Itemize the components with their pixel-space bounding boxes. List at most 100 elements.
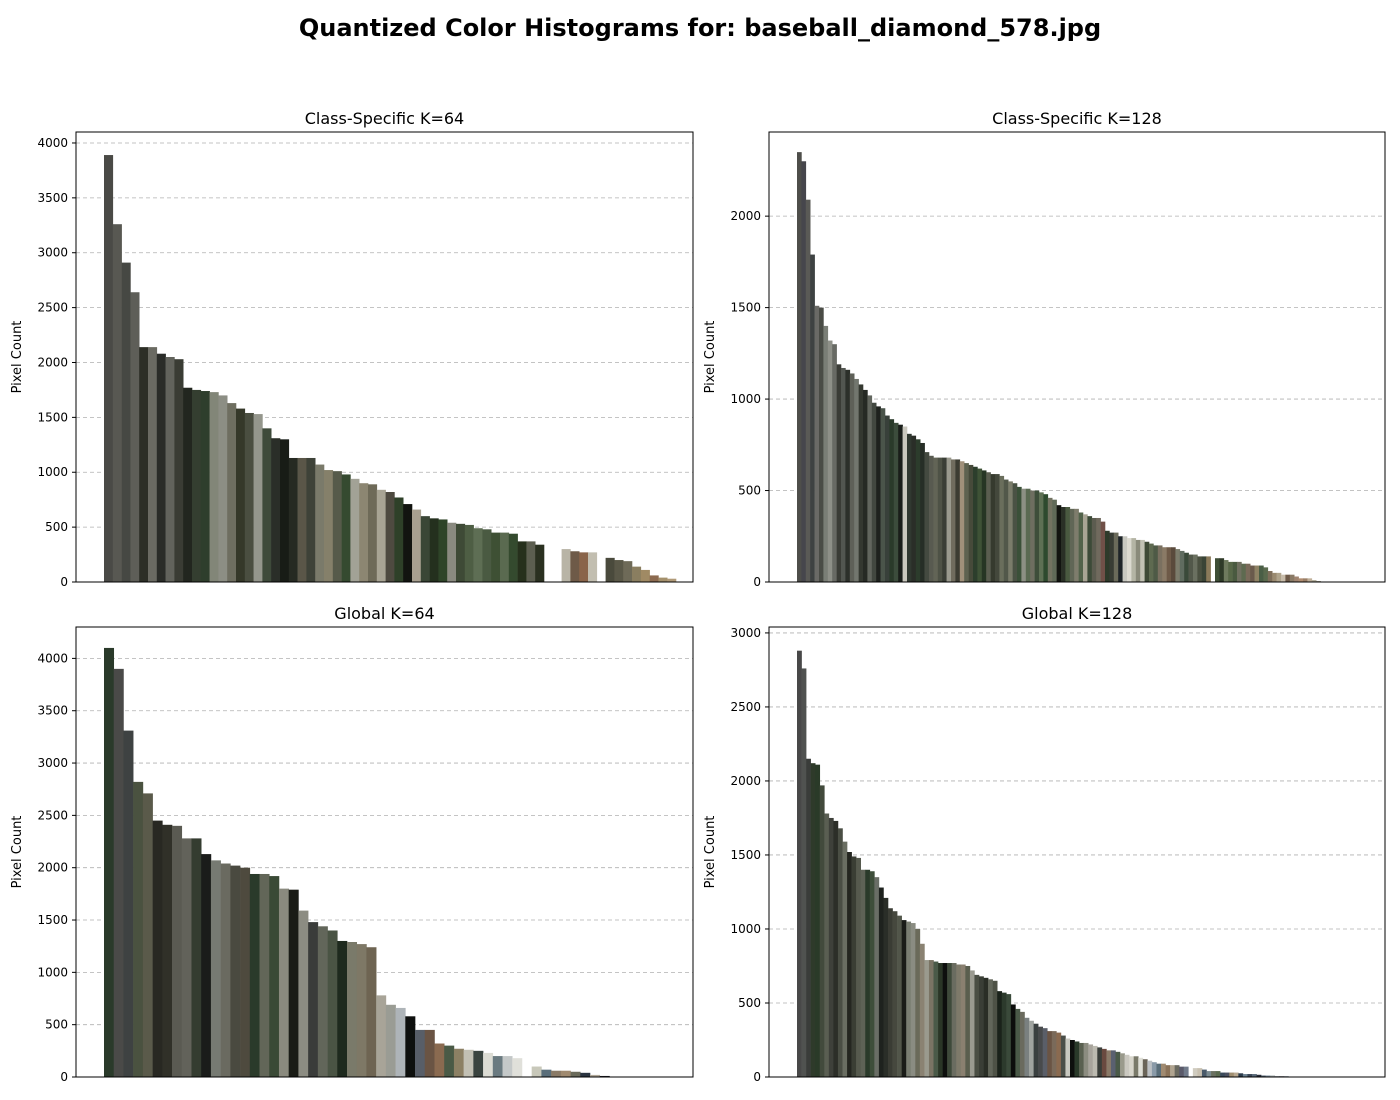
bar — [969, 970, 975, 1077]
bar — [1122, 536, 1128, 582]
bar — [1211, 1071, 1216, 1077]
bar — [832, 344, 837, 582]
y-tick-label: 3500 — [37, 191, 68, 205]
bar — [806, 758, 811, 1077]
bar — [658, 577, 668, 582]
bar — [463, 1049, 474, 1077]
bar — [359, 483, 369, 582]
y-tick-label: 2000 — [37, 861, 68, 875]
bar — [888, 908, 893, 1077]
bar — [298, 910, 309, 1077]
bar — [938, 963, 943, 1077]
bar — [1070, 1039, 1075, 1077]
bar — [332, 471, 342, 582]
bar — [1232, 561, 1238, 582]
bar — [986, 472, 991, 582]
bar — [152, 820, 163, 1077]
bar — [444, 1045, 455, 1077]
bar — [1017, 486, 1022, 582]
y-tick-label: 4000 — [37, 651, 68, 665]
bar — [920, 442, 925, 582]
y-axis-label: Pixel Count — [703, 321, 718, 394]
bar — [1179, 1066, 1185, 1077]
bar — [541, 1069, 552, 1077]
y-tick-label: 1000 — [37, 965, 68, 979]
bar — [253, 414, 263, 582]
bar — [130, 292, 140, 582]
bar — [801, 161, 807, 582]
bar — [551, 1070, 562, 1077]
bar — [649, 575, 659, 582]
figure-title: Quantized Color Histograms for: baseball… — [298, 14, 1102, 42]
bar — [964, 463, 969, 582]
bar — [1289, 574, 1295, 582]
y-tick-label: 1500 — [730, 848, 761, 862]
bar — [227, 403, 237, 582]
bar — [814, 305, 820, 582]
bar — [1042, 1028, 1048, 1077]
bar — [1106, 1050, 1112, 1077]
bar — [1250, 565, 1255, 582]
bar — [1127, 538, 1132, 582]
bar — [142, 793, 153, 1077]
bar — [640, 569, 650, 582]
bar — [1201, 556, 1207, 582]
bar — [1052, 499, 1057, 582]
bar — [1149, 543, 1154, 582]
bar — [865, 869, 871, 1077]
bar — [1039, 492, 1044, 582]
bar — [453, 1048, 464, 1077]
y-tick-label: 1000 — [730, 922, 761, 936]
bar — [1024, 1017, 1030, 1077]
bar — [979, 976, 984, 1077]
bar — [133, 781, 144, 1077]
bar — [1008, 481, 1013, 582]
bar — [347, 942, 358, 1077]
bar — [517, 541, 527, 582]
bar — [1183, 1066, 1189, 1077]
bar — [112, 224, 122, 582]
bar — [209, 392, 219, 582]
bar — [871, 402, 877, 582]
bar — [1135, 539, 1141, 582]
bar — [933, 961, 939, 1077]
bar — [819, 307, 824, 582]
bar — [929, 455, 934, 582]
bar — [308, 922, 319, 1077]
bar — [842, 841, 848, 1077]
axes-frame — [75, 626, 694, 1078]
bar — [278, 888, 289, 1077]
bar — [1069, 508, 1075, 582]
bar — [1012, 483, 1018, 582]
bar — [1140, 539, 1145, 582]
bar — [483, 1052, 494, 1077]
bar — [951, 459, 956, 582]
bar — [981, 470, 987, 582]
bar — [1003, 479, 1009, 582]
axes-frame — [75, 131, 694, 583]
bar — [911, 435, 917, 582]
bar — [878, 887, 884, 1077]
bar — [1241, 563, 1247, 582]
bar — [959, 461, 965, 582]
bar — [376, 995, 387, 1077]
bar — [201, 854, 212, 1077]
bar — [1197, 556, 1203, 582]
bar — [876, 406, 881, 582]
bar — [1083, 1042, 1089, 1077]
y-tick-label: 0 — [60, 575, 68, 589]
y-tick-label: 0 — [753, 1070, 761, 1084]
bar — [1113, 532, 1119, 582]
bar — [123, 730, 134, 1077]
y-tick-label: 0 — [753, 575, 761, 589]
bar — [1261, 1075, 1266, 1077]
bar — [924, 452, 930, 582]
bar — [181, 838, 192, 1077]
bar — [244, 412, 254, 582]
bar — [259, 873, 270, 1077]
y-tick-label: 2000 — [730, 774, 761, 788]
bar — [1034, 490, 1040, 582]
bar — [482, 529, 492, 582]
bar — [1118, 536, 1123, 582]
bar — [947, 963, 952, 1077]
